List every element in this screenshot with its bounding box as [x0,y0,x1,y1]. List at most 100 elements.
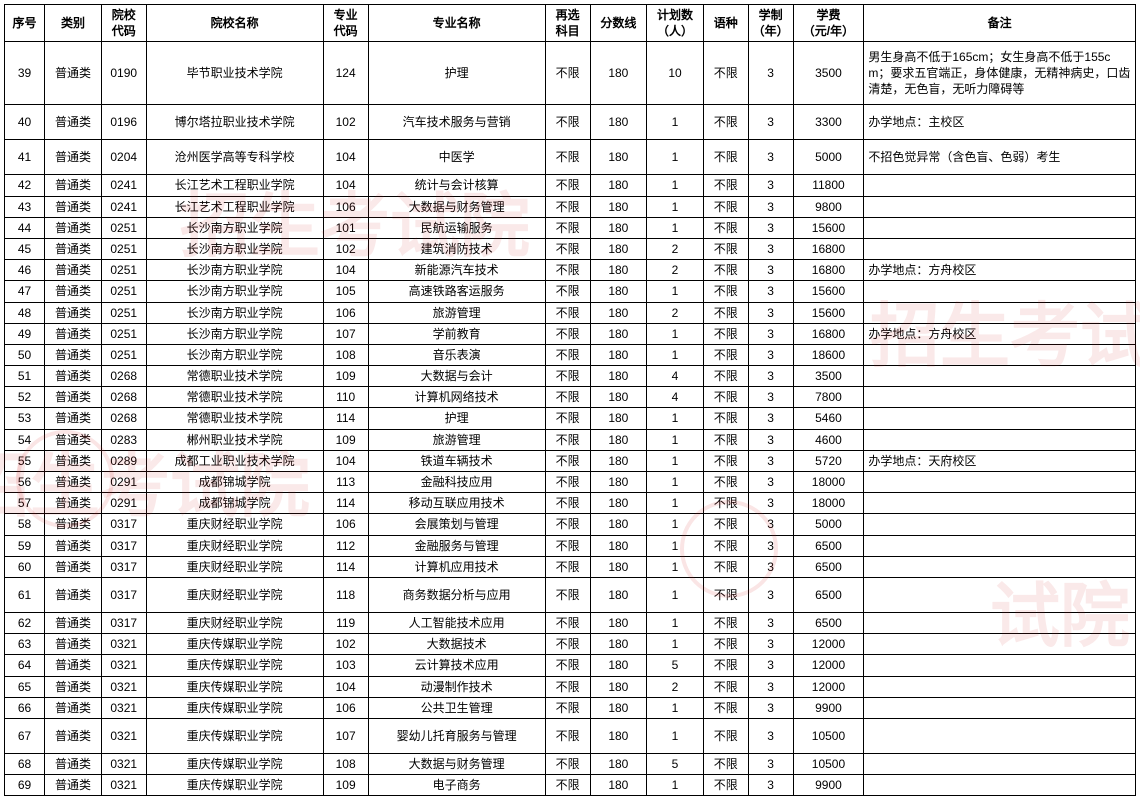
cell-lang: 不限 [703,344,748,365]
cell-mcode: 107 [323,718,368,753]
cell-remark [864,535,1136,556]
cell-fee: 6500 [793,535,864,556]
cell-score: 180 [590,655,647,676]
cell-mname: 旅游管理 [368,302,545,323]
cell-sname: 长沙南方职业学院 [146,323,323,344]
cell-scode: 0241 [101,196,146,217]
cell-scode: 0251 [101,217,146,238]
cell-remark [864,514,1136,535]
cell-score: 180 [590,408,647,429]
cell-plan: 1 [647,493,704,514]
cell-cat: 普通类 [45,105,102,140]
cell-scode: 0291 [101,493,146,514]
cell-mname: 会展策划与管理 [368,514,545,535]
cell-mname: 护理 [368,408,545,429]
cell-lang: 不限 [703,140,748,175]
col-mname: 专业名称 [368,5,545,42]
table-row: 45普通类0251长沙南方职业学院102建筑消防技术不限1802不限316800 [5,238,1136,259]
cell-fee: 5720 [793,450,864,471]
cell-fee: 3300 [793,105,864,140]
cell-lang: 不限 [703,302,748,323]
cell-lang: 不限 [703,175,748,196]
cell-sname: 沧州医学高等专科学校 [146,140,323,175]
cell-remark [864,408,1136,429]
cell-seq: 51 [5,366,45,387]
cell-fee: 3500 [793,366,864,387]
cell-mname: 婴幼儿托育服务与管理 [368,718,545,753]
cell-plan: 2 [647,676,704,697]
cell-sname: 成都锦城学院 [146,472,323,493]
cell-score: 180 [590,634,647,655]
table-row: 48普通类0251长沙南方职业学院106旅游管理不限1802不限315600 [5,302,1136,323]
table-body: 39普通类0190毕节职业技术学院124护理不限18010不限33500男生身高… [5,42,1136,796]
cell-mname: 计算机网络技术 [368,387,545,408]
cell-resel: 不限 [545,429,590,450]
cell-mcode: 124 [323,42,368,105]
cell-score: 180 [590,556,647,577]
cell-plan: 1 [647,556,704,577]
table-row: 57普通类0291成都锦城学院114移动互联应用技术不限1801不限318000 [5,493,1136,514]
cell-years: 3 [748,281,793,302]
cell-fee: 10500 [793,718,864,753]
table-row: 65普通类0321重庆传媒职业学院104动漫制作技术不限1802不限312000 [5,676,1136,697]
cell-resel: 不限 [545,323,590,344]
cell-resel: 不限 [545,514,590,535]
cell-years: 3 [748,556,793,577]
cell-fee: 15600 [793,302,864,323]
cell-seq: 62 [5,612,45,633]
cell-scode: 0317 [101,577,146,612]
cell-mname: 音乐表演 [368,344,545,365]
cell-sname: 长沙南方职业学院 [146,302,323,323]
cell-mcode: 101 [323,217,368,238]
cell-years: 3 [748,429,793,450]
cell-lang: 不限 [703,366,748,387]
cell-seq: 42 [5,175,45,196]
cell-seq: 44 [5,217,45,238]
cell-fee: 9900 [793,775,864,796]
cell-sname: 重庆传媒职业学院 [146,753,323,774]
cell-score: 180 [590,260,647,281]
cell-mcode: 119 [323,612,368,633]
cell-remark [864,217,1136,238]
cell-mname: 金融服务与管理 [368,535,545,556]
table-row: 43普通类0241长江艺术工程职业学院106大数据与财务管理不限1801不限39… [5,196,1136,217]
cell-sname: 成都锦城学院 [146,493,323,514]
cell-resel: 不限 [545,175,590,196]
cell-sname: 重庆财经职业学院 [146,612,323,633]
cell-resel: 不限 [545,140,590,175]
cell-plan: 1 [647,281,704,302]
cell-scode: 0321 [101,718,146,753]
cell-score: 180 [590,514,647,535]
cell-years: 3 [748,217,793,238]
cell-cat: 普通类 [45,217,102,238]
cell-years: 3 [748,408,793,429]
cell-lang: 不限 [703,718,748,753]
cell-mcode: 110 [323,387,368,408]
table-row: 51普通类0268常德职业技术学院109大数据与会计不限1804不限33500 [5,366,1136,387]
cell-resel: 不限 [545,718,590,753]
cell-cat: 普通类 [45,753,102,774]
table-row: 66普通类0321重庆传媒职业学院106公共卫生管理不限1801不限39900 [5,697,1136,718]
cell-score: 180 [590,196,647,217]
cell-cat: 普通类 [45,344,102,365]
cell-mname: 大数据与财务管理 [368,196,545,217]
cell-years: 3 [748,697,793,718]
cell-resel: 不限 [545,612,590,633]
cell-mcode: 105 [323,281,368,302]
cell-remark: 男生身高不低于165cm；女生身高不低于155cm；要求五官端正，身体健康，无精… [864,42,1136,105]
cell-resel: 不限 [545,450,590,471]
cell-sname: 重庆财经职业学院 [146,514,323,535]
cell-mcode: 109 [323,775,368,796]
cell-fee: 12000 [793,676,864,697]
cell-score: 180 [590,493,647,514]
table-row: 68普通类0321重庆传媒职业学院108大数据与财务管理不限1805不限3105… [5,753,1136,774]
cell-years: 3 [748,175,793,196]
cell-remark [864,196,1136,217]
cell-scode: 0196 [101,105,146,140]
cell-score: 180 [590,612,647,633]
cell-score: 180 [590,697,647,718]
cell-scode: 0251 [101,323,146,344]
cell-cat: 普通类 [45,281,102,302]
table-row: 40普通类0196博尔塔拉职业技术学院102汽车技术服务与营销不限1801不限3… [5,105,1136,140]
cell-plan: 1 [647,408,704,429]
